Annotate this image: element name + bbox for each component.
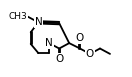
Text: N: N: [34, 17, 42, 27]
Text: N: N: [45, 38, 53, 48]
Text: O: O: [76, 33, 84, 43]
Text: O: O: [55, 54, 63, 64]
Text: O: O: [86, 49, 94, 59]
Text: CH3: CH3: [8, 12, 27, 21]
